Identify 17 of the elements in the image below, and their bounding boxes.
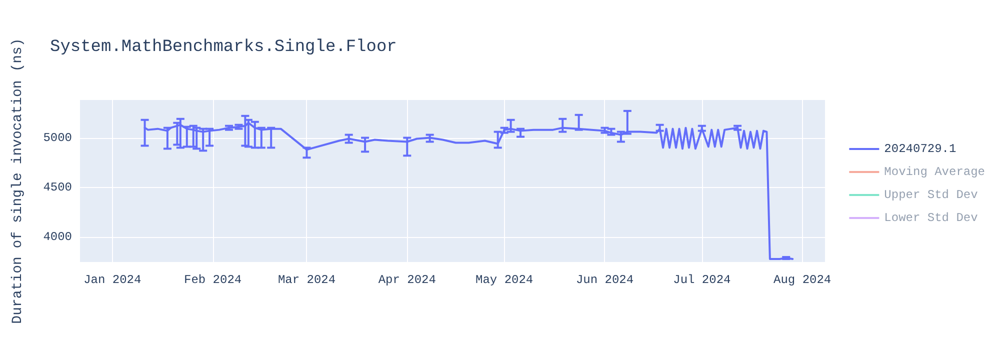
x-tick-label: May 2024	[476, 273, 534, 287]
x-tick-label: Jul 2024	[673, 273, 731, 287]
x-tick-label: Jun 2024	[576, 273, 634, 287]
x-tick-label: Aug 2024	[774, 273, 832, 287]
y-tick-label: 4000	[43, 230, 72, 244]
x-tick-label: Jan 2024	[84, 273, 142, 287]
y-tick-label: 5000	[43, 130, 72, 145]
legend-label: Upper Std Dev	[884, 188, 978, 202]
legend-label: 20240729.1	[884, 142, 956, 156]
x-tick-label: Feb 2024	[184, 273, 242, 287]
x-tick-label: Apr 2024	[378, 273, 436, 287]
x-tick-label: Mar 2024	[278, 273, 336, 287]
legend-label: Moving Average	[884, 165, 986, 179]
legend-label: Lower Std Dev	[884, 211, 978, 225]
y-tick-label: 4500	[43, 180, 72, 194]
y-axis-title: Duration of single invocation (ns)	[10, 38, 26, 324]
chart-title: System.MathBenchmarks.Single.Floor	[50, 38, 397, 57]
